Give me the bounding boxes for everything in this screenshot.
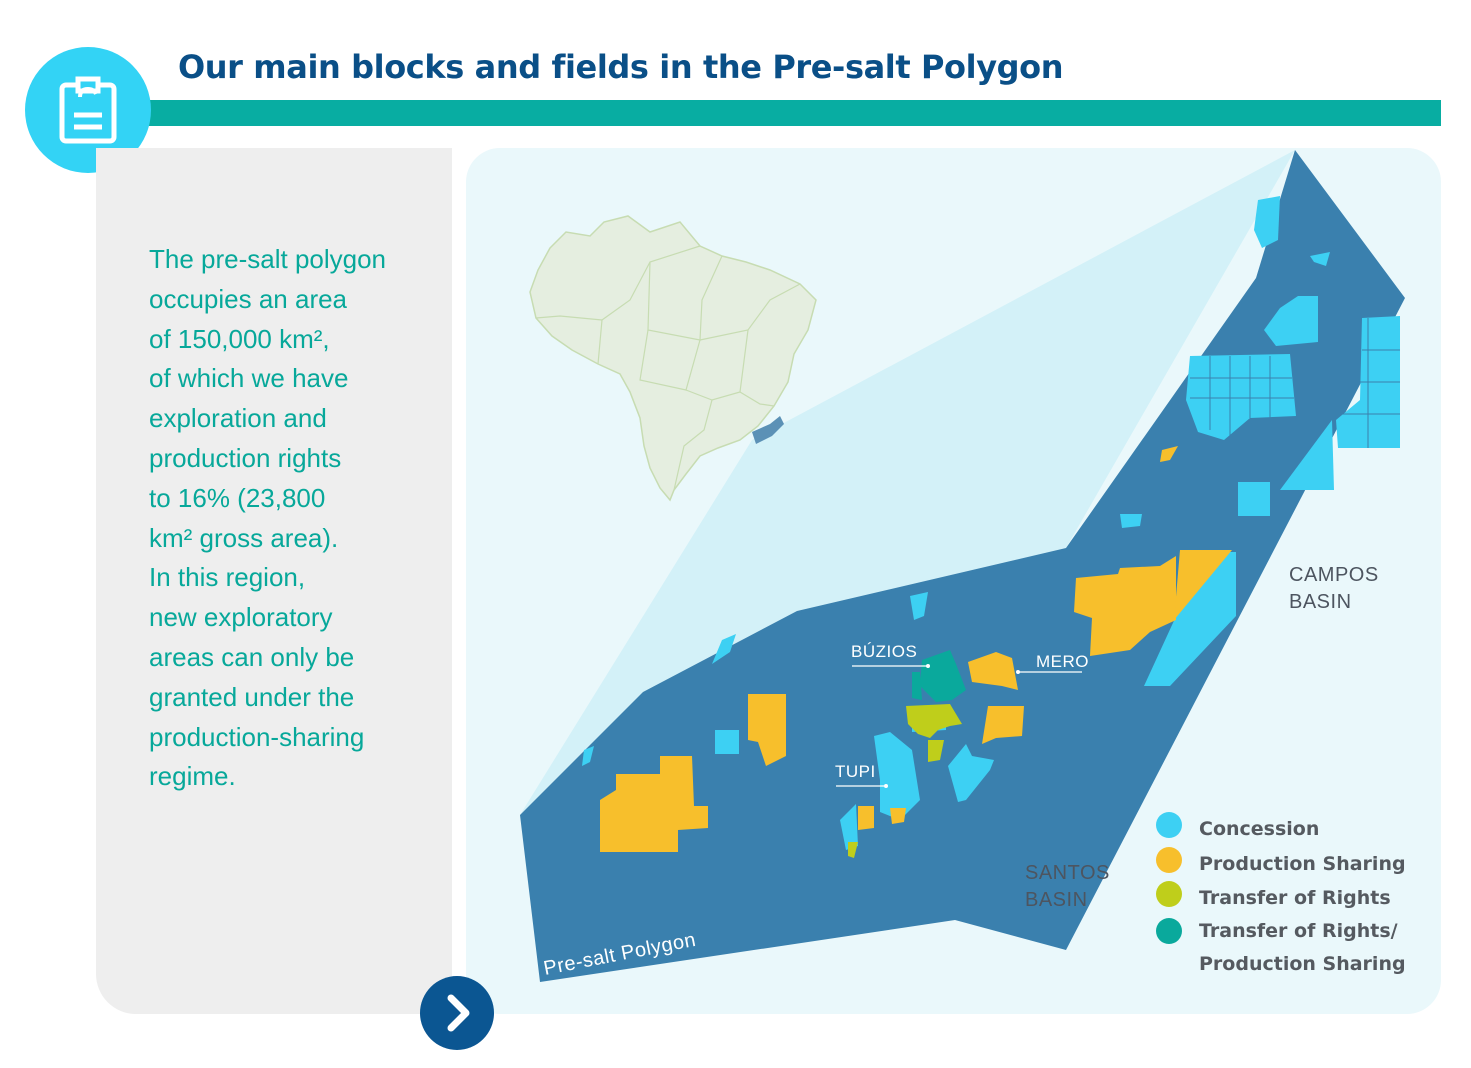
chevron-right-icon <box>447 994 470 1032</box>
description-line: of 150,000 km², <box>149 323 330 354</box>
legend-swatch <box>1156 881 1182 907</box>
basin-label-line: SANTOS <box>1025 862 1110 884</box>
legend-label: Transfer of Rights <box>1199 887 1391 909</box>
clipboard-icon <box>59 76 117 144</box>
description-line: granted under the <box>149 681 355 712</box>
title-underline-bar <box>130 100 1441 126</box>
field-label-tupi: TUPI <box>835 762 876 781</box>
legend-label: Production Sharing <box>1199 853 1406 875</box>
description-line: In this region, <box>149 562 306 593</box>
legend-swatch <box>1156 918 1182 944</box>
description-text: The pre-salt polygon occupies an area of… <box>149 240 449 797</box>
page-title: Our main blocks and fields in the Pre-sa… <box>178 48 1064 86</box>
description-panel <box>96 148 452 1014</box>
description-line: to 16% (23,800 <box>149 482 326 513</box>
description-line: new exploratory <box>149 602 333 633</box>
transfer-production-sharing-blocks <box>912 650 966 702</box>
description-line: occupies an area <box>149 283 348 314</box>
concession-grid-lines <box>1190 318 1400 448</box>
field-label-buzios: BÚZIOS <box>851 642 918 661</box>
description-line: exploration and <box>149 403 327 434</box>
field-markers <box>884 664 1020 788</box>
description-line: regime. <box>149 761 236 792</box>
basin-label-line: BASIN <box>1025 889 1088 911</box>
legend-swatch <box>1156 847 1182 873</box>
pre-salt-area-highlight <box>752 416 784 444</box>
campos-basin-label: CAMPOS BASIN <box>1289 562 1379 616</box>
basin-label-line: CAMPOS <box>1289 564 1379 586</box>
legend-swatch <box>1156 812 1182 838</box>
production-sharing-blocks <box>600 446 1232 852</box>
santos-basin-label: SANTOS BASIN <box>1025 860 1110 914</box>
description-line: km² gross area). <box>149 522 339 553</box>
legend-label: Transfer of Rights/ <box>1199 920 1398 942</box>
description-line: production rights <box>149 442 342 473</box>
transfer-of-rights-blocks <box>848 704 962 858</box>
field-pointer-lines <box>836 665 1082 787</box>
field-label-mero: MERO <box>1036 652 1089 671</box>
zoom-wedge <box>520 150 1295 815</box>
description-line: areas can only be <box>149 641 355 672</box>
description-line: of which we have <box>149 363 349 394</box>
pre-salt-polygon <box>520 150 1405 982</box>
description-line: production-sharing <box>149 721 365 752</box>
legend-label: Concession <box>1199 818 1320 840</box>
concession-blocks <box>582 196 1400 850</box>
next-page-button[interactable] <box>420 976 494 1050</box>
brazil-state-lines <box>535 245 801 491</box>
legend-label: Production Sharing <box>1199 953 1406 975</box>
description-line: The pre-salt polygon <box>149 244 387 274</box>
basin-label-line: BASIN <box>1289 591 1352 613</box>
